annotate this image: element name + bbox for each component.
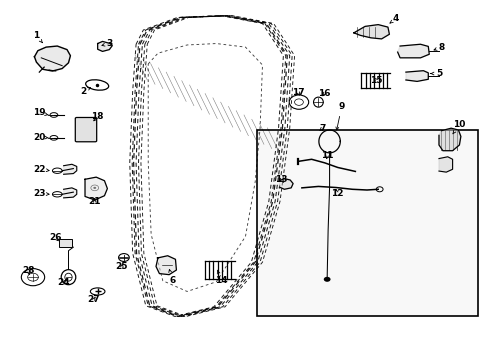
Text: 15: 15 xyxy=(370,76,382,85)
Polygon shape xyxy=(63,188,77,198)
Polygon shape xyxy=(63,164,77,174)
Bar xyxy=(59,239,72,247)
Text: 27: 27 xyxy=(87,295,100,304)
Polygon shape xyxy=(279,179,292,189)
Text: 24: 24 xyxy=(57,278,70,287)
Text: 16: 16 xyxy=(317,89,330,98)
Polygon shape xyxy=(98,41,112,51)
Text: 25: 25 xyxy=(116,262,128,271)
Text: 22: 22 xyxy=(33,165,49,174)
Polygon shape xyxy=(353,24,388,39)
Polygon shape xyxy=(85,177,107,200)
Text: 28: 28 xyxy=(22,266,34,275)
Polygon shape xyxy=(34,46,70,71)
Text: 4: 4 xyxy=(389,14,399,23)
Text: 6: 6 xyxy=(168,270,175,285)
Polygon shape xyxy=(405,71,427,81)
FancyBboxPatch shape xyxy=(75,117,97,142)
Text: 2: 2 xyxy=(80,87,90,96)
Text: 1: 1 xyxy=(33,31,42,43)
Polygon shape xyxy=(397,44,428,58)
Text: 17: 17 xyxy=(291,87,304,96)
Text: 12: 12 xyxy=(330,189,343,198)
Text: 11: 11 xyxy=(320,151,333,160)
Text: 7: 7 xyxy=(319,124,325,133)
Polygon shape xyxy=(438,128,460,151)
Text: 13: 13 xyxy=(274,175,286,184)
Text: 9: 9 xyxy=(335,102,344,130)
Polygon shape xyxy=(156,256,176,275)
Text: 8: 8 xyxy=(433,42,444,51)
Text: 21: 21 xyxy=(88,197,101,206)
Polygon shape xyxy=(438,157,452,172)
Text: 5: 5 xyxy=(429,69,441,78)
Text: 26: 26 xyxy=(49,233,62,242)
Text: 19: 19 xyxy=(33,108,48,117)
Text: 3: 3 xyxy=(102,39,112,48)
Text: 20: 20 xyxy=(33,132,48,141)
Bar xyxy=(256,130,477,316)
Text: 18: 18 xyxy=(91,112,103,121)
Text: 10: 10 xyxy=(452,120,465,134)
Circle shape xyxy=(93,187,96,189)
Circle shape xyxy=(323,277,330,282)
Text: 23: 23 xyxy=(33,189,49,198)
Text: 14: 14 xyxy=(214,270,227,284)
